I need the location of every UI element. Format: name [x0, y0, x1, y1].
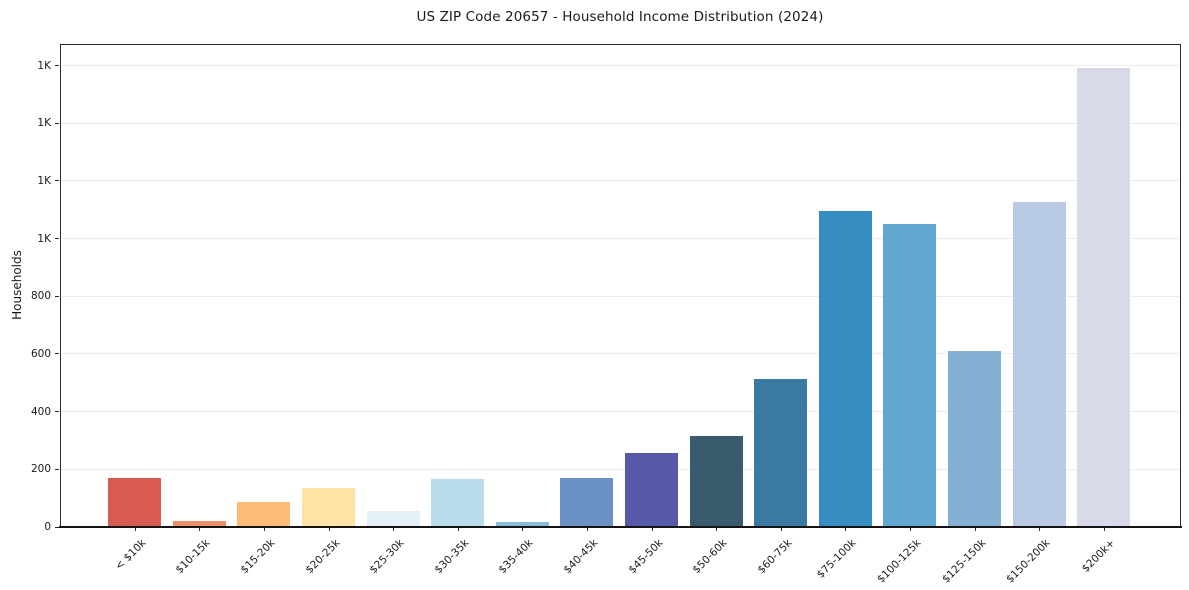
y-gridline [61, 65, 1180, 67]
bar [560, 477, 614, 527]
bar [948, 350, 1001, 527]
x-tick [199, 527, 201, 531]
y-gridline [61, 353, 1180, 355]
y-tick [55, 526, 59, 528]
bar [495, 522, 549, 527]
bar [625, 453, 678, 527]
bar [366, 511, 420, 527]
chart-title: US ZIP Code 20657 - Household Income Dis… [416, 9, 824, 25]
x-tick [716, 527, 718, 531]
bar [431, 478, 485, 527]
x-tick [1039, 527, 1041, 531]
x-tick-label: $30-35k [432, 537, 472, 577]
bar [754, 378, 808, 527]
bar [108, 477, 162, 527]
bar [237, 502, 291, 527]
y-tick-label: 1K [37, 232, 51, 245]
bar [883, 223, 937, 527]
x-tick-label: $150-200k [1004, 537, 1053, 586]
x-tick-label: $125-150k [939, 537, 988, 586]
x-tick-label: $15-20k [238, 537, 278, 577]
bar [302, 488, 355, 527]
x-tick-label: $50-60k [690, 537, 730, 577]
x-tick [974, 527, 976, 531]
bar [689, 436, 743, 527]
bar [1012, 202, 1066, 527]
x-tick-label: $25-30k [367, 537, 407, 577]
y-gridline [61, 122, 1180, 124]
x-tick [1103, 527, 1105, 531]
x-tick-label: < $10k [112, 537, 149, 573]
x-tick-label: $60-75k [755, 537, 795, 577]
x-tick-label: $20-25k [302, 537, 342, 577]
x-tick-label: $35-40k [496, 537, 536, 577]
x-tick [263, 527, 265, 531]
y-gridline [61, 238, 1180, 240]
x-tick-label: $200k+ [1079, 537, 1118, 575]
y-tick-label: 400 [30, 405, 51, 418]
bar [1077, 67, 1131, 527]
y-tick-label: 0 [44, 521, 51, 533]
x-tick [134, 527, 136, 531]
x-tick [845, 527, 847, 531]
x-tick [651, 527, 653, 531]
x-tick [393, 527, 395, 531]
y-tick [55, 353, 59, 355]
x-tick-label: $10-15k [173, 537, 213, 577]
x-tick [909, 527, 911, 531]
x-tick [586, 527, 588, 531]
y-tick [55, 295, 59, 297]
y-tick [55, 180, 59, 182]
x-tick [328, 527, 330, 531]
y-gridline [61, 411, 1180, 413]
bar [172, 520, 226, 527]
x-tick-label: $45-50k [625, 537, 665, 577]
x-tick-label: $75-100k [814, 537, 859, 581]
y-tick-label: 600 [30, 347, 51, 360]
x-tick [457, 527, 459, 531]
bar [818, 210, 872, 527]
y-gridline [61, 468, 1180, 470]
y-tick [55, 65, 59, 67]
y-tick [55, 468, 59, 470]
y-tick-label: 200 [30, 463, 51, 476]
y-tick [55, 238, 59, 240]
y-gridline [61, 180, 1180, 182]
y-tick-label: 800 [30, 290, 51, 303]
y-tick [55, 122, 59, 124]
x-tick-label: $100-125k [874, 537, 924, 586]
x-tick-label: $40-45k [561, 537, 601, 577]
y-tick [55, 411, 59, 413]
y-tick-label: 1K [37, 174, 51, 187]
y-tick-label: 1K [37, 117, 51, 130]
x-axis-line [59, 525, 1182, 528]
x-tick [522, 527, 524, 531]
y-axis-label: Households [10, 250, 24, 320]
x-tick [780, 527, 782, 531]
y-tick-label: 1K [37, 59, 51, 72]
y-gridline [61, 295, 1180, 297]
